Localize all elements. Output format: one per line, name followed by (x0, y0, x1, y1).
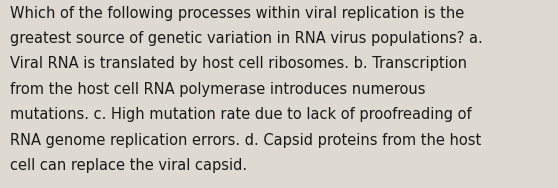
Text: mutations. c. High mutation rate due to lack of proofreading of: mutations. c. High mutation rate due to … (10, 107, 472, 122)
Text: Viral RNA is translated by host cell ribosomes. b. Transcription: Viral RNA is translated by host cell rib… (10, 56, 467, 71)
Text: greatest source of genetic variation in RNA virus populations? a.: greatest source of genetic variation in … (10, 31, 483, 46)
Text: RNA genome replication errors. d. Capsid proteins from the host: RNA genome replication errors. d. Capsid… (10, 133, 482, 148)
Text: from the host cell RNA polymerase introduces numerous: from the host cell RNA polymerase introd… (10, 82, 426, 97)
Text: Which of the following processes within viral replication is the: Which of the following processes within … (10, 6, 464, 21)
Text: cell can replace the viral capsid.: cell can replace the viral capsid. (10, 158, 247, 173)
